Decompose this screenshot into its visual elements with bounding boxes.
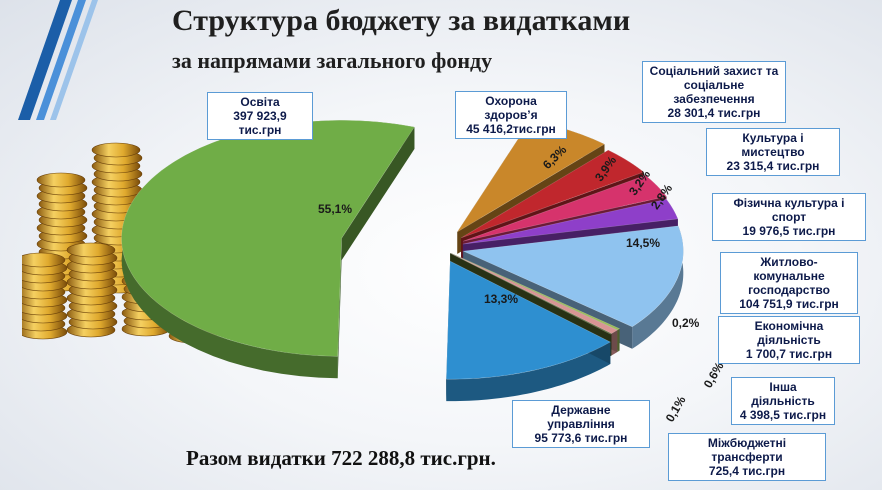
label-econ-value: 1 700,7 тис.грн bbox=[745, 347, 833, 361]
pie-slice-6 bbox=[450, 252, 621, 331]
label-econ: Економічна діяльність 1 700,7 тис.грн bbox=[718, 316, 860, 364]
label-gov-name: Державне управління bbox=[547, 403, 615, 431]
label-housing-name-2: господарство bbox=[748, 283, 830, 297]
pie-slice-face-0-1 bbox=[341, 126, 415, 261]
label-sport-name: Фізична культура і спорт bbox=[733, 196, 845, 224]
label-culture: Культура і мистецтво 23 315,4 тис.грн bbox=[706, 128, 840, 176]
label-sport-value: 19 976,5 тис.грн bbox=[742, 224, 836, 238]
pie-slice-2 bbox=[460, 149, 645, 239]
pct-label-osvita: 55,1% bbox=[318, 202, 353, 216]
label-transfer-name: Міжбюджетні трансферти bbox=[707, 436, 787, 464]
label-social-name-1: Соціальний захист та bbox=[649, 64, 779, 78]
pie-slice-9 bbox=[445, 260, 611, 380]
pie-slice-face-0-0 bbox=[337, 238, 342, 379]
label-other: Інша діяльність 4 398,5 тис.грн bbox=[731, 377, 835, 425]
label-other-value: 4 398,5 тис.грн bbox=[739, 408, 827, 422]
coin-1-0 bbox=[91, 142, 141, 158]
label-health-name: Охорона здоров’я bbox=[484, 94, 538, 122]
pie-slice-4 bbox=[462, 198, 679, 245]
label-health: Охорона здоров’я 45 416,2тис.грн bbox=[455, 91, 567, 139]
label-culture-value: 23 315,4 тис.грн bbox=[726, 159, 820, 173]
label-econ-name: Економічна діяльність bbox=[754, 319, 824, 347]
label-osvita-name: Освіта bbox=[240, 95, 280, 109]
label-osvita: Освіта 397 923,9 тис.грн bbox=[207, 92, 313, 140]
label-social: Соціальний захист та соціальне забезпече… bbox=[642, 61, 786, 123]
pie-slice-3 bbox=[462, 175, 667, 242]
coin-3-0 bbox=[22, 252, 66, 268]
label-other-name: Інша діяльність bbox=[751, 380, 815, 408]
label-gov: Державне управління 95 773,6 тис.грн bbox=[512, 400, 650, 448]
label-housing: Житлово-комунальне господарство 104 751,… bbox=[720, 252, 858, 314]
label-social-value: 28 301,4 тис.грн bbox=[667, 106, 761, 120]
label-housing-value: 104 751,9 тис.грн bbox=[739, 297, 839, 311]
pie-slice-side-5 bbox=[632, 225, 684, 349]
total-expenses: Разом видатки 722 288,8 тис.грн. bbox=[186, 446, 496, 470]
label-transfer: Міжбюджетні трансферти 725,4 тис.грн bbox=[668, 433, 826, 481]
coin-4-0 bbox=[66, 242, 116, 258]
label-sport: Фізична культура і спорт 19 976,5 тис.гр… bbox=[712, 193, 866, 241]
label-transfer-value: 725,4 тис.грн bbox=[708, 464, 786, 478]
label-culture-name: Культура і мистецтво bbox=[741, 131, 805, 159]
corner-stripes-decoration bbox=[18, 0, 98, 120]
label-housing-name-1: Житлово-комунальне bbox=[753, 255, 825, 283]
label-health-value: 45 416,2тис.грн bbox=[466, 122, 556, 136]
pct-label-gov: 13,3% bbox=[484, 292, 519, 306]
coin-0-0 bbox=[36, 172, 86, 188]
pie-slice-8 bbox=[450, 252, 613, 335]
pie-slice-5 bbox=[462, 225, 684, 328]
page-subtitle: за напрямами загального фонду bbox=[172, 48, 493, 73]
page-title: Структура бюджету за видатками bbox=[172, 4, 631, 37]
label-osvita-value: 397 923,9 тис.грн bbox=[233, 109, 287, 137]
pct-label-econ: 0,2% bbox=[672, 316, 700, 330]
pct-label-housing: 14,5% bbox=[626, 236, 661, 250]
label-gov-value: 95 773,6 тис.грн bbox=[534, 431, 628, 445]
label-social-name-2: соціальне забезпечення bbox=[673, 78, 755, 106]
pie-slice-7 bbox=[450, 252, 618, 334]
pie-slice-side-9 bbox=[446, 342, 611, 402]
